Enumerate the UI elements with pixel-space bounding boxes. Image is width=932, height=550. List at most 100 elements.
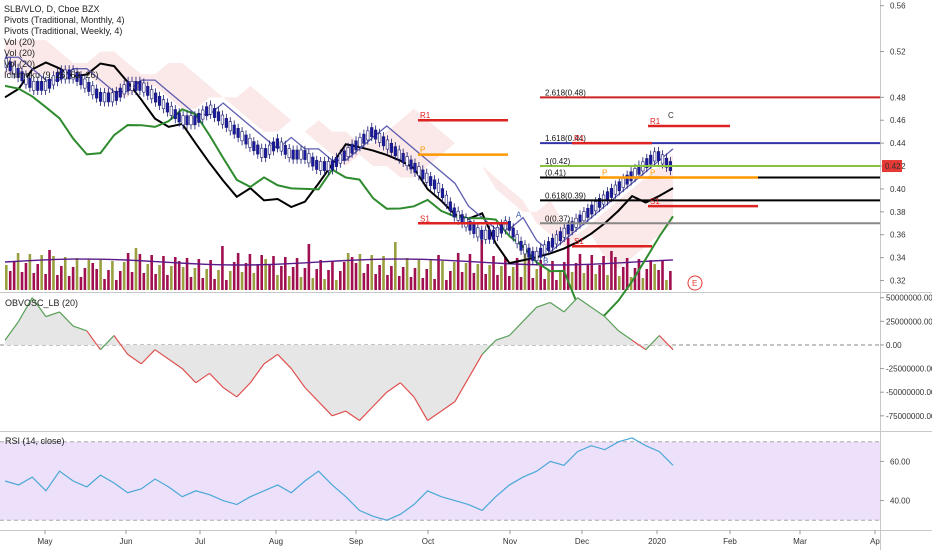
volume-bar: [272, 256, 275, 290]
volume-bar: [83, 268, 87, 290]
candle: [43, 81, 48, 91]
candle: [20, 71, 24, 82]
volume-bar: [303, 268, 307, 290]
volume-bar: [283, 257, 287, 290]
volume-bar: [335, 280, 338, 290]
volume-bar: [256, 264, 260, 290]
volume-bar: [107, 270, 110, 290]
candle: [99, 91, 103, 102]
fib-level-label: 2.618(0.48): [545, 88, 586, 97]
candle: [539, 247, 543, 258]
volume-bar: [12, 262, 16, 290]
volume-bar: [240, 272, 244, 290]
candle: [51, 75, 56, 86]
candle: [389, 142, 393, 153]
candle: [181, 115, 185, 126]
volume-bar: [669, 271, 672, 290]
volume-bar: [559, 271, 562, 290]
volume-bar: [413, 268, 417, 290]
candle: [586, 207, 590, 218]
obv-segment: [209, 372, 224, 388]
volume-bar: [142, 273, 146, 290]
candle: [346, 147, 350, 157]
obv-segment: [31, 297, 47, 317]
candle: [212, 108, 217, 118]
volume-bar: [641, 278, 645, 290]
candle: [409, 159, 413, 170]
candle: [287, 148, 291, 159]
x-tick-label: Nov: [503, 537, 517, 546]
candle: [413, 162, 417, 173]
obv-segment: [318, 401, 333, 417]
obv-segment: [72, 325, 87, 332]
volume-bar: [614, 257, 617, 290]
candle: [621, 178, 625, 188]
volume-bar: [315, 269, 319, 290]
candle: [8, 61, 12, 72]
x-tick-label: Ap: [870, 537, 880, 546]
volume-bar: [248, 254, 252, 290]
obv-segment: [590, 306, 606, 318]
volume-bar: [566, 238, 570, 290]
candle: [495, 227, 500, 237]
candle: [664, 157, 669, 168]
volume-bar: [56, 275, 59, 290]
candle: [303, 150, 307, 160]
volume-bar: [91, 263, 95, 290]
volume-ma-line: [4, 258, 674, 266]
volume-bar: [28, 254, 32, 290]
candle: [275, 138, 280, 149]
candle: [4, 58, 8, 68]
candle: [338, 153, 342, 164]
candle: [157, 95, 162, 106]
candle: [381, 136, 386, 147]
obv-y-tick-label: -25000000.00: [886, 365, 932, 374]
candle: [421, 169, 425, 180]
candle: [279, 141, 283, 152]
volume-bar: [460, 272, 464, 290]
candle: [625, 174, 629, 185]
y-tick-label: 0.46: [890, 116, 906, 125]
volume-bar: [16, 253, 20, 290]
volume-bar: [417, 259, 421, 290]
obv-y-tick-label: -50000000.00: [886, 388, 932, 397]
x-tick-label: Jun: [120, 537, 133, 546]
x-tick-label: Aug: [269, 537, 283, 546]
volume-bar: [578, 254, 582, 290]
obv-segment: [331, 410, 347, 417]
volume-bar: [441, 261, 444, 290]
volume-bar: [551, 261, 554, 290]
volume-bar: [339, 271, 342, 290]
candle: [169, 105, 173, 116]
volume-bar: [130, 272, 134, 290]
x-tick-label: Mar: [793, 537, 807, 546]
candle: [554, 234, 559, 245]
candle: [150, 89, 154, 100]
obv-segment: [618, 330, 633, 341]
legend-line-pivots-weekly: Pivots (Traditional, Weekly, 4): [4, 26, 123, 36]
candle: [491, 229, 496, 240]
candle: [189, 115, 193, 126]
volume-bar: [397, 276, 401, 290]
candle: [405, 156, 409, 167]
rsi-y-tick-label: 60.00: [890, 457, 911, 466]
candle: [216, 111, 221, 122]
obv-y-tick-label: 25000000.00: [886, 317, 932, 326]
volume-bar: [425, 269, 429, 290]
volume-bar: [181, 267, 185, 290]
volume-bar: [213, 279, 216, 290]
volume-bar: [531, 278, 535, 290]
obv-segment: [127, 353, 142, 365]
candle: [118, 87, 122, 98]
candle: [326, 161, 331, 171]
volume-bar: [386, 275, 389, 290]
obv-segment: [536, 301, 551, 308]
volume-bar: [637, 259, 641, 290]
candle: [209, 104, 213, 115]
volume-bar: [122, 262, 126, 290]
volume-bar: [323, 279, 326, 290]
candle: [264, 148, 268, 158]
candle: [645, 158, 649, 168]
volume-bar: [366, 264, 370, 290]
